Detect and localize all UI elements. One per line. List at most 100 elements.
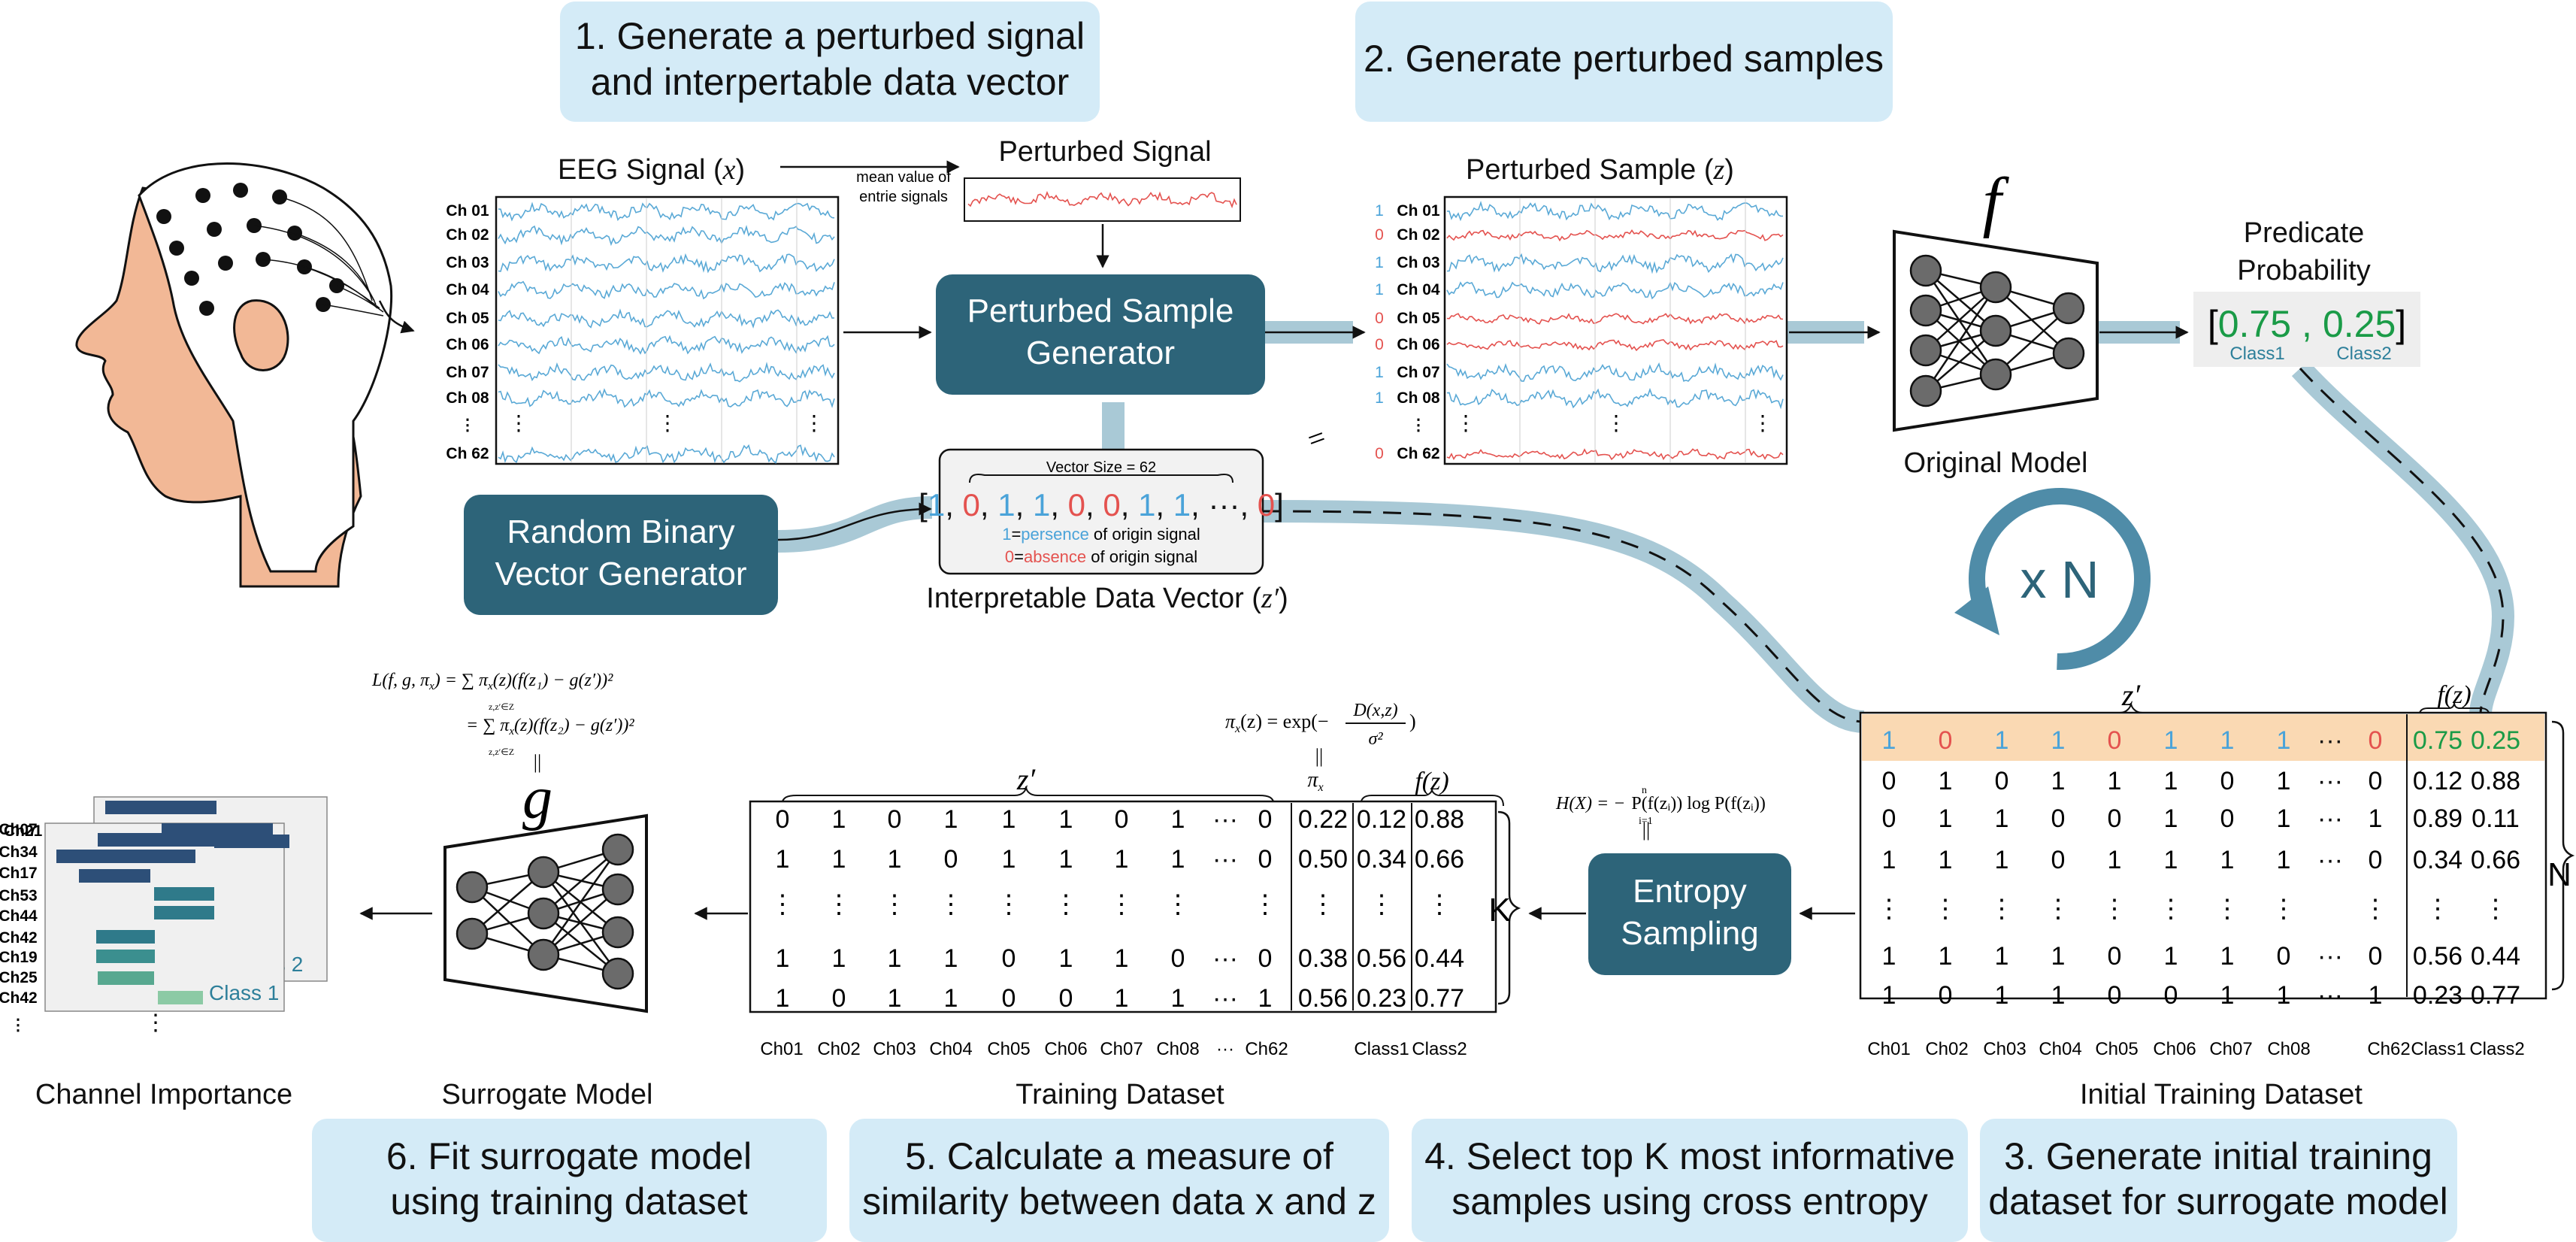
importance-channel-label: Ch53 [0, 887, 38, 904]
training-cell: ⋮ [826, 890, 852, 919]
importance-ellipsis: ⋮ [144, 1010, 167, 1035]
neural-network-icon [1909, 254, 2085, 407]
initial-highlight-cell: 0 [2369, 726, 2383, 755]
perturbed-note-2: entrie signals [859, 189, 948, 205]
initial-highlight-cell: 1 [2220, 726, 2235, 755]
training-column-header: Ch08 [1156, 1039, 1199, 1059]
training-cell: 0.34 [1357, 845, 1406, 874]
generator-line1: Perturbed Sample [967, 292, 1234, 329]
training-cell: 0.12 [1357, 805, 1406, 834]
eeg-channel-label: Ch 05 [446, 310, 489, 327]
step-4-line2: samples using cross entropy [1451, 1180, 1928, 1222]
importance-bar [96, 950, 155, 963]
initial-cell: 1 [2051, 767, 2066, 795]
importance-bar [98, 833, 214, 847]
entropy-formula: H(X) = − P(f(zᵢ)) log P(f(zᵢ)) [1555, 794, 1766, 813]
perturbed-gap-ellipsis: ⋮ [1752, 411, 1773, 435]
training-cell: 0.88 [1415, 805, 1464, 834]
initial-cell: 0.88 [2471, 767, 2520, 795]
eeg-title: EEG Signal (x) [558, 154, 745, 186]
training-cell: 0.44 [1415, 944, 1464, 973]
training-cell: 1 [1115, 984, 1129, 1013]
vector-token: ··· [1208, 487, 1240, 523]
initial-highlight-cell: ··· [2317, 726, 2343, 755]
eeg-channel-label: Ch 03 [446, 254, 489, 271]
initial-column-header: Class1 [2411, 1039, 2466, 1059]
perturbed-channel-label: Ch 07 [1397, 364, 1439, 381]
training-cell: 0 [1002, 944, 1016, 973]
initial-cell: 0 [2369, 767, 2383, 795]
initial-highlight-cell: 1 [2051, 726, 2066, 755]
initial-cell: 0 [1882, 767, 1896, 795]
training-cell: 0.77 [1415, 984, 1464, 1013]
training-column-header: Class2 [1412, 1039, 1467, 1059]
initial-column-header: Ch08 [2267, 1039, 2310, 1059]
eeg-channel-label: Ch 07 [446, 364, 489, 381]
loss-line2: = ∑ πx(z)(f(z₂) − g(z′))² [466, 716, 634, 738]
initial-cell: ··· [2317, 942, 2343, 971]
training-cell: 1 [1002, 805, 1016, 834]
initial-highlight-cell: 1 [1882, 726, 1896, 755]
electrode-icons [156, 183, 344, 316]
training-cell: 0.56 [1357, 944, 1406, 973]
nn-edge [543, 849, 619, 914]
entropy-line1: Entropy [1633, 873, 1747, 910]
perturbed-wave [1447, 200, 1784, 222]
training-column-header: Class1 [1354, 1039, 1409, 1059]
entropy-sum-bottom: i=1 [1639, 816, 1653, 827]
training-cell: ⋮ [1109, 890, 1134, 919]
initial-cell: ⋮ [2102, 895, 2127, 923]
eeg-channel-label: Ch 01 [446, 202, 489, 220]
initial-cell: 1 [2220, 981, 2235, 1010]
importance-bar [96, 930, 155, 944]
initial-cell: ⋮ [1933, 895, 1958, 923]
initial-cell: 1 [2164, 804, 2178, 833]
interpretable-vector: Vector Size = 62 [1, 0, 1, 1, 0, 0, 1, 1… [919, 448, 1288, 614]
training-cell: 0 [1059, 984, 1073, 1013]
eeg-signal-panel: EEG Signal (x) Ch 01 Ch 02 Ch 03 Ch 04 Ch 05… [446, 154, 840, 465]
perturbed-wave [1446, 313, 1784, 325]
step-6-line1: 6. Fit surrogate model [386, 1135, 752, 1177]
nn-edge [543, 889, 619, 956]
initial-cell: 0 [2164, 981, 2178, 1010]
perturbed-channel-label: Ch 04 [1397, 281, 1440, 298]
perturbed-channel-label: Ch 03 [1397, 254, 1439, 271]
perturbed-channel-label: Ch 62 [1397, 445, 1439, 462]
nn-node [527, 856, 560, 889]
perturbed-channel-label: ⋮ [1411, 417, 1427, 434]
perturbed-bit: 0 [1375, 445, 1384, 462]
initial-training-dataset: z′ f(z) 1 0 1 1 0 1 1 1 ··· 0 0.75 0.250 1 0 1 1 1 0 1 ··· 0… [1859, 678, 2575, 1110]
initial-cell: 1 [1995, 942, 2009, 971]
nn-node [2052, 292, 2085, 325]
training-cell: 0.66 [1415, 845, 1464, 874]
training-dataset: z′ f(z) 0 1 0 1 1 1 0 1 ··· 0 0.22 0.12 0.881 1 1 0 1 1 1 1… [749, 762, 1521, 1110]
initial-cell: 1 [1939, 767, 1953, 795]
initial-side-n: N [2547, 856, 2571, 893]
step-3-line2: dataset for surrogate model [1988, 1180, 2447, 1222]
perturbed-channel-label: Ch 01 [1397, 202, 1440, 220]
training-cell: 1 [1171, 805, 1185, 834]
initial-cell: ⋮ [2214, 895, 2240, 923]
vector-token: 0 [1068, 487, 1085, 523]
training-cell: ··· [1212, 984, 1238, 1013]
importance-bar [79, 869, 150, 883]
eeg-wave [498, 201, 835, 222]
training-column-header: Ch03 [873, 1039, 916, 1059]
importance-channel-label: Ch17 [0, 865, 38, 882]
eeg-wave [498, 335, 835, 355]
training-cell: 1 [832, 944, 846, 973]
initial-cell: 1 [2277, 846, 2291, 874]
perturbed-channel-labels: 1 Ch 01 0 Ch 02 1 Ch 03 1 Ch 04 0 Ch 05 0 Ch 06 1 Ch … [1375, 202, 1440, 462]
vector-token: ] [1275, 487, 1284, 523]
initial-cell: 0.44 [2471, 942, 2520, 971]
surrogate-label: Surrogate Model [442, 1079, 653, 1110]
training-table-cells: 0 1 0 1 1 1 0 1 ··· 0 0.22 0.12 0.88 1 1 1 0 1 1 1 1 ··· 0 0.50… [770, 803, 1464, 1013]
step-6-line2: using training dataset [390, 1180, 747, 1222]
perturbed-sample-title: Perturbed Sample (z) [1466, 154, 1734, 186]
loss-formula: L(f, g, πx) = ∑ πx(z)(f(z₁) − g(z′))² z,… [371, 671, 634, 832]
training-cell: 1 [1002, 845, 1016, 874]
initial-dataset-label: Initial Training Dataset [2080, 1079, 2363, 1110]
prediction-class2: Class2 [2336, 344, 2391, 364]
perturbed-wave [1446, 448, 1784, 461]
eeg-waveforms: ⋮ ⋮ ⋮ [498, 198, 835, 464]
